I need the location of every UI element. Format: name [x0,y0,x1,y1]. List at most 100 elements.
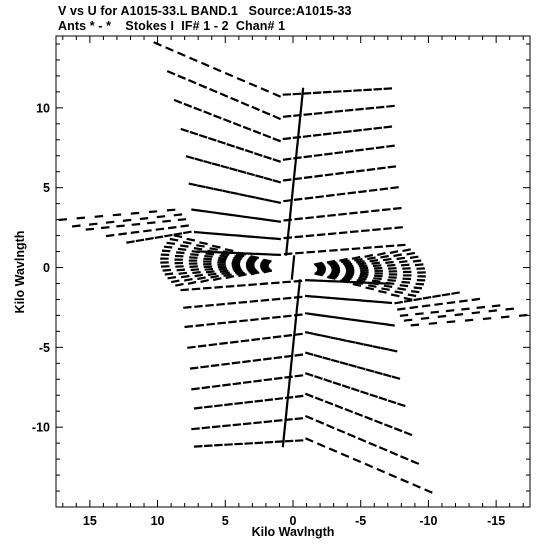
uv-point [393,253,402,258]
uv-point [219,92,229,98]
uv-point [394,290,404,294]
x-tick-label: -5 [355,514,366,528]
uv-point [292,92,302,96]
uv-point [321,334,331,339]
uv-point [325,193,335,198]
uv-point [464,318,474,322]
uv-point [289,366,293,376]
uv-point [223,273,232,277]
uv-point [375,105,385,109]
uv-point [250,271,260,276]
uv-point [186,237,196,242]
uv-point [298,119,301,129]
uv-point [293,167,297,177]
uv-point [342,261,352,265]
uv-point [218,256,227,260]
uv-point [385,260,394,264]
uv-point [195,323,205,327]
uv-point [188,182,198,187]
uv-point [375,145,385,150]
uv-point [249,299,259,303]
uv-point [189,56,198,63]
uv-point [169,237,179,242]
uv-point [334,151,344,155]
uv-point [126,240,135,244]
uv-point [393,427,403,433]
uv-point [387,399,397,405]
uv-point [244,442,253,445]
uv-point [166,70,176,76]
uv-point [274,440,284,443]
uv-point [105,233,115,238]
uv-point [247,268,256,272]
uv-point [410,290,420,294]
uv-point [400,455,409,461]
uv-point [374,370,383,376]
uv-point [421,304,431,308]
uv-point [380,254,389,259]
uv-point [367,256,376,261]
uv-point [187,345,196,349]
uv-point [253,152,263,157]
uv-point [247,194,256,199]
uv-point [323,378,333,383]
uv-point [339,279,349,284]
uv-point [355,148,364,152]
uv-point [294,311,298,320]
uv-point [183,305,192,309]
uv-point [213,114,222,120]
uv-point [371,209,380,213]
uv-point [180,244,189,248]
uv-point [215,211,225,216]
uv-point [505,307,515,311]
uv-point [205,270,215,274]
uv-point [203,286,212,290]
uv-point [398,260,408,264]
uv-point [363,343,373,348]
uv-point [207,210,217,214]
uv-point [295,251,304,255]
uv-point [285,406,288,416]
uv-point [287,223,291,232]
uv-point [363,127,372,131]
uv-point [230,96,239,103]
uv-point [263,198,273,203]
y-tick-labels: -10 -5 0 5 10 [32,101,50,434]
uv-point [290,191,294,200]
uv-point [387,165,397,169]
uv-point [162,219,171,223]
uv-point [264,218,273,222]
uv-point [314,375,323,380]
uv-point [204,444,213,448]
uv-point [238,273,247,278]
uv-point [338,212,347,216]
uv-point [293,197,303,201]
uv-point [131,222,141,226]
uv-point [264,236,274,240]
uv-point [177,74,186,80]
uv-point [303,112,313,116]
uv-point [326,423,335,430]
uv-point [305,234,315,238]
uv-point [94,214,104,218]
uv-point [353,128,362,133]
uv-point [302,134,312,138]
uv-point [180,127,189,133]
uv-point [211,384,221,388]
uv-point [247,257,257,262]
uv-point [211,425,221,429]
uv-point [263,420,273,424]
uv-point [394,226,403,230]
uv-point [201,231,211,235]
x-tick-label: 0 [290,514,297,528]
uv-point [326,259,336,264]
uv-point [244,149,254,154]
uv-point [313,332,323,337]
uv-point [388,348,398,353]
uv-point [397,402,406,408]
uv-point [291,343,295,352]
uv-point [260,298,270,302]
uv-point [330,265,340,268]
uv-point [153,41,162,47]
